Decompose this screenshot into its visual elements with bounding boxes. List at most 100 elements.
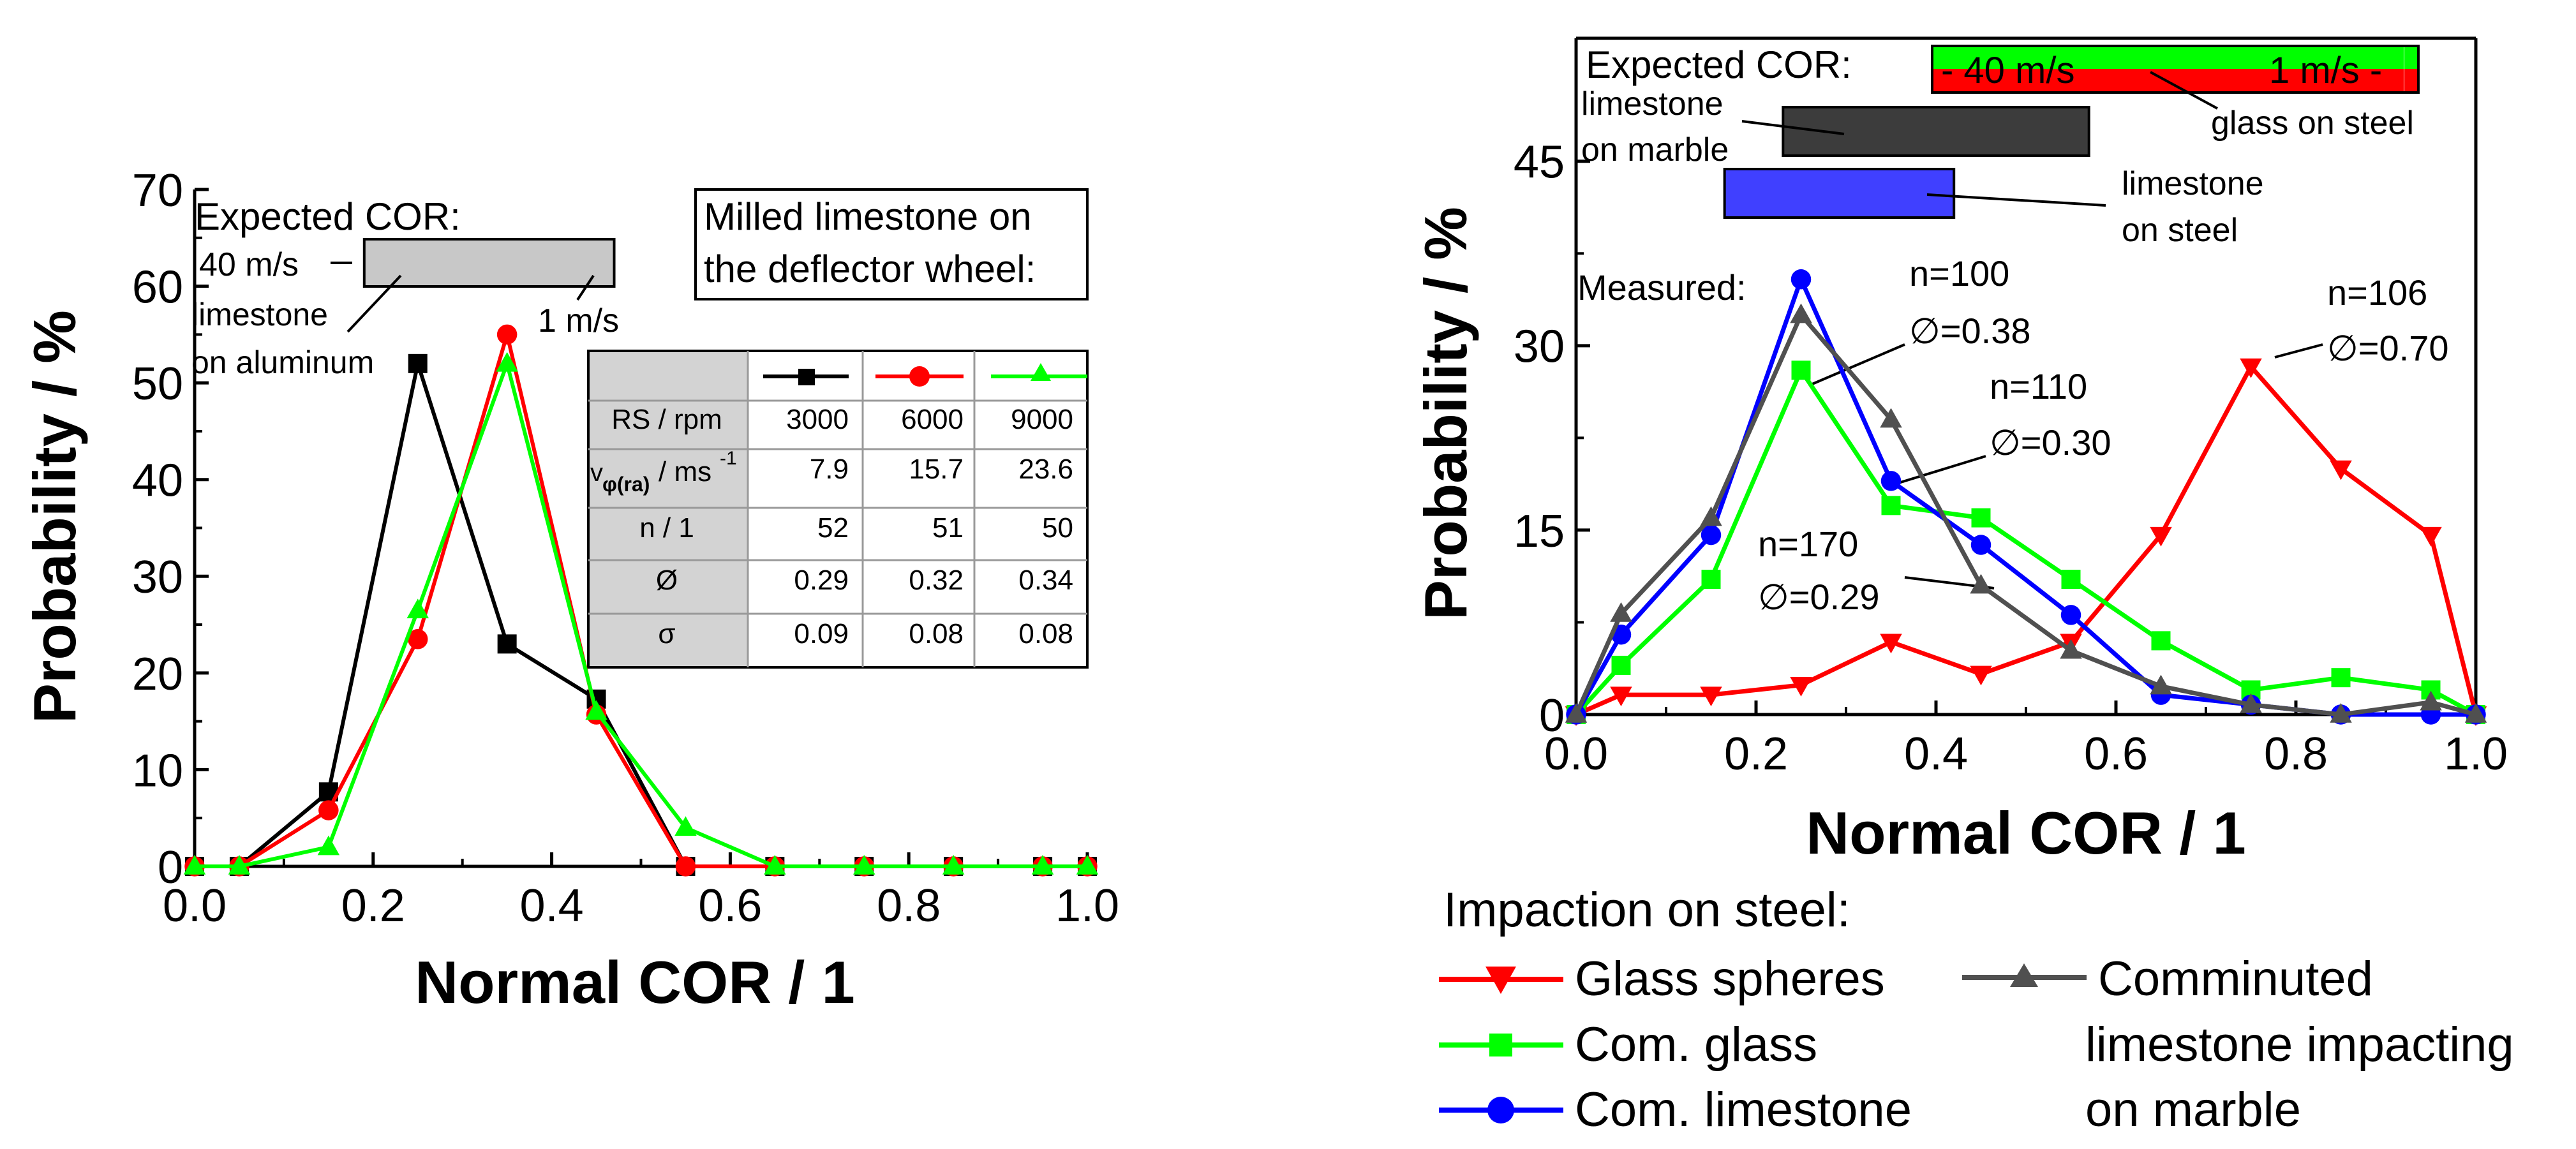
cell-mean-1: 0.29 bbox=[794, 565, 849, 596]
data-point-2-2 bbox=[317, 835, 340, 856]
x-tick-label: 0.0 bbox=[1544, 729, 1608, 780]
cell-v-2: 15.7 bbox=[909, 454, 964, 485]
left-legend-title-line1: Milled limestone on bbox=[704, 195, 1032, 238]
x-tick-label: 1.0 bbox=[2444, 729, 2508, 780]
legend-marker-square-green bbox=[1489, 1034, 1512, 1056]
left-table-header-v: v φ(ra) / ms -1 bbox=[590, 448, 737, 496]
cell-rs-6000: 6000 bbox=[901, 404, 964, 435]
data-point-2-0 bbox=[183, 855, 206, 875]
data-point-2-4 bbox=[496, 352, 518, 372]
data-point-2-7 bbox=[764, 855, 786, 875]
y-tick-label: 0 bbox=[158, 842, 183, 893]
left-expected-cor-box: Expected COR: 40 m/s limestone on alumin… bbox=[191, 195, 619, 380]
right-expected-cor-box: Expected COR: - 40 m/s 1 m/s - glass on … bbox=[1581, 43, 2420, 249]
left-table-legend-row bbox=[763, 363, 1087, 387]
annotation-pointer-100 bbox=[1812, 343, 1905, 385]
data-point-0-4 bbox=[497, 634, 517, 654]
data-point-0-10 bbox=[2420, 526, 2442, 547]
data-point-3-1 bbox=[1610, 602, 1632, 622]
cell-v-1: 7.9 bbox=[810, 454, 849, 485]
data-point-3-8 bbox=[2240, 693, 2262, 713]
legend-label-com-glass: Com. glass bbox=[1575, 1018, 1817, 1072]
right-expected-marble-label-line2: on marble bbox=[1581, 131, 1729, 168]
data-point-3-5 bbox=[1970, 574, 1992, 594]
cell-mean-3: 0.34 bbox=[1018, 565, 1073, 596]
right-expected-steel-label-line1: limestone bbox=[2122, 165, 2264, 202]
left-expected-material-pointer bbox=[346, 274, 402, 333]
right-expected-steel-label-line2: on steel bbox=[2122, 212, 2238, 249]
annotation-pointer-110 bbox=[1896, 455, 1986, 485]
left-expected-material-line1: limestone bbox=[191, 297, 328, 332]
data-point-0-1 bbox=[1610, 686, 1632, 707]
data-point-3-7 bbox=[2150, 674, 2172, 695]
cell-n-1: 52 bbox=[817, 512, 849, 544]
left-table-header-sd: σ bbox=[658, 618, 675, 649]
right-expected-marble-label-line1: limestone bbox=[1581, 85, 1724, 122]
legend-label-marble-line1: Comminuted bbox=[2098, 952, 2373, 1006]
annotation-n-100: n=100 bbox=[1909, 253, 2009, 293]
data-point-2-4 bbox=[1880, 471, 1902, 491]
left-table-header-v-symbol: v bbox=[590, 459, 603, 487]
y-tick-label: 30 bbox=[132, 552, 183, 603]
y-tick-label: 45 bbox=[1514, 137, 1565, 188]
left-legend-title-line2: the deflector wheel: bbox=[704, 248, 1036, 290]
legend-marker-triangle-down bbox=[1485, 967, 1516, 994]
left-legend-title-frame bbox=[694, 188, 1089, 300]
data-point-2-8 bbox=[853, 855, 875, 875]
annotation-n-170: n=170 bbox=[1758, 524, 1858, 564]
data-point-0-5 bbox=[1970, 665, 1992, 686]
left-plot: 0.0 0.2 0.4 0.6 0.8 1.0 0 10 20 30 40 50 60 70 bbox=[132, 165, 1119, 931]
y-tick-label: 15 bbox=[1514, 506, 1565, 557]
legend-label-marble-line2: limestone impacting bbox=[2085, 1018, 2514, 1072]
series-line-2 bbox=[195, 361, 1087, 868]
cell-v-3: 23.6 bbox=[1018, 454, 1073, 485]
legend-label-glass-spheres: Glass spheres bbox=[1575, 952, 1885, 1006]
cell-n-2: 51 bbox=[932, 512, 964, 544]
right-expected-glass-bar-green bbox=[1936, 47, 2404, 69]
annotation-mean-038: ∅=0.38 bbox=[1909, 311, 2030, 351]
right-legend: Impaction on steel: Glass spheres Com. g… bbox=[1439, 883, 2514, 1137]
right-expected-marble-pointer bbox=[1741, 120, 1845, 135]
right-annotations: n=100 ∅=0.38 n=110 ∅=0.30 n=170 ∅=0.29 n… bbox=[1758, 253, 2448, 617]
right-expected-left-tick-red bbox=[1933, 69, 1946, 91]
data-point-2-1 bbox=[228, 855, 251, 875]
data-point-0-4 bbox=[1880, 634, 1902, 654]
left-table-header-mean: Ø bbox=[656, 565, 678, 596]
data-point-1-4 bbox=[1881, 496, 1901, 515]
legend-label-marble-line3: on marble bbox=[2085, 1083, 2301, 1137]
data-point-1-2 bbox=[318, 800, 339, 820]
y-tick-label: 0 bbox=[1539, 690, 1565, 741]
data-point-2-3 bbox=[406, 598, 429, 619]
left-chart: Expected COR: 40 m/s limestone on alumin… bbox=[21, 165, 1119, 1016]
right-expected-glass-pointer bbox=[2150, 71, 2218, 110]
x-tick-label: 0.4 bbox=[1904, 729, 1968, 780]
data-point-0-3 bbox=[408, 353, 428, 373]
x-tick-label: 0.6 bbox=[2084, 729, 2148, 780]
series-line-3 bbox=[1574, 313, 2476, 717]
data-point-1-4 bbox=[496, 324, 517, 345]
data-point-3-11 bbox=[2464, 703, 2487, 723]
data-point-1-5 bbox=[1971, 508, 1991, 528]
data-point-2-10 bbox=[1031, 855, 1054, 875]
data-point-3-4 bbox=[1880, 408, 1902, 428]
cell-mean-2: 0.32 bbox=[909, 565, 964, 596]
left-expected-low-label: 1 m/s bbox=[538, 302, 619, 339]
right-expected-steel-pointer bbox=[1926, 193, 2106, 207]
right-expected-right-tick-green bbox=[2404, 47, 2417, 69]
data-point-1-6 bbox=[675, 856, 696, 877]
data-point-2-3 bbox=[1791, 269, 1812, 290]
data-point-1-2 bbox=[1701, 570, 1721, 589]
data-point-0-2 bbox=[1700, 686, 1722, 707]
y-tick-label: 40 bbox=[132, 456, 183, 507]
cell-sd-3: 0.08 bbox=[1018, 618, 1073, 649]
legend-marker-triangle bbox=[1031, 363, 1051, 381]
series-line-1 bbox=[1574, 367, 2477, 717]
cell-rs-9000: 9000 bbox=[1011, 404, 1073, 435]
data-point-3-0 bbox=[1565, 703, 1588, 723]
left-legend-title-box: Milled limestone on the deflector wheel: bbox=[694, 188, 1089, 300]
right-measured-label: Measured: bbox=[1577, 267, 1746, 308]
annotation-n-110: n=110 bbox=[1990, 366, 2087, 406]
data-point-2-5 bbox=[1970, 535, 1992, 555]
cell-sd-1: 0.09 bbox=[794, 618, 849, 649]
